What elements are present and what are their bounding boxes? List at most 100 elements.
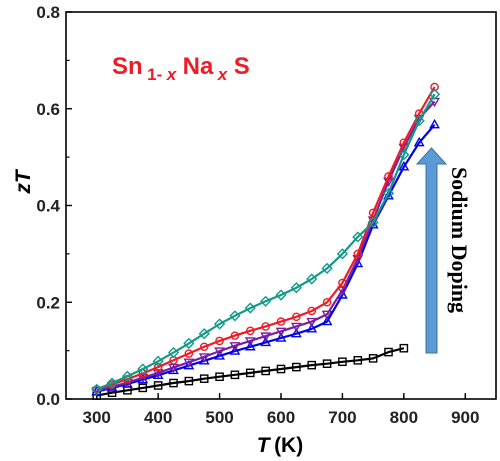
- formula-sn: Sn: [112, 53, 143, 80]
- data-point: [338, 357, 347, 367]
- data-point: [321, 262, 333, 274]
- formula-sub-1minus: 1-: [147, 65, 162, 84]
- data-point: [213, 318, 226, 330]
- data-point: [91, 383, 103, 395]
- data-point: [321, 310, 333, 321]
- x-tick-label: 800: [390, 408, 418, 427]
- data-point: [306, 317, 318, 328]
- data-point: [183, 337, 195, 349]
- data-point: [245, 326, 255, 336]
- data-point: [245, 368, 255, 378]
- data-point: [276, 317, 286, 326]
- data-point: [399, 343, 409, 353]
- data-point: [276, 364, 286, 374]
- data-point: [184, 349, 194, 358]
- data-point: [183, 359, 195, 370]
- doping-arrow-label: Sodium Doping: [447, 167, 472, 313]
- data-point: [368, 208, 378, 218]
- data-point: [275, 327, 287, 338]
- x-tick-label: 400: [144, 408, 172, 427]
- data-point: [244, 302, 256, 314]
- formula-sub-x1: x: [166, 65, 178, 84]
- data-point: [261, 322, 270, 331]
- data-point: [152, 355, 164, 367]
- data-point: [384, 347, 393, 357]
- series-diamond: [91, 88, 441, 395]
- series-line: [96, 100, 436, 392]
- data-point: [292, 312, 301, 322]
- data-point: [290, 282, 302, 294]
- x-axis-ticks: 300 400 500 600 700 800 900: [83, 393, 479, 427]
- formula-label: Sn 1- x Na x S: [112, 53, 250, 84]
- data-point: [261, 366, 270, 376]
- x-tick-label: 600: [267, 408, 295, 427]
- y-axis-ticks: 0.0 0.2 0.4 0.6 0.8: [36, 3, 72, 409]
- data-point: [398, 149, 410, 161]
- data-point: [292, 362, 301, 372]
- data-point: [290, 327, 302, 338]
- data-point: [260, 295, 272, 307]
- data-point: [321, 315, 333, 326]
- data-point: [275, 332, 287, 342]
- data-point: [322, 359, 332, 368]
- x-axis-symbol: T: [257, 434, 272, 457]
- y-tick-label: 0.0: [36, 390, 60, 409]
- series-layer: [91, 82, 441, 400]
- data-point: [413, 136, 425, 147]
- data-point: [260, 336, 272, 347]
- y-tick-label: 0.4: [36, 197, 60, 216]
- formula-na: Na: [183, 53, 214, 80]
- data-point: [368, 354, 378, 363]
- data-point: [352, 231, 364, 243]
- data-point: [399, 138, 409, 147]
- data-point: [244, 337, 256, 347]
- doping-arrow: [415, 147, 448, 354]
- data-point: [184, 376, 194, 386]
- data-point: [307, 360, 317, 370]
- data-point: [198, 328, 210, 340]
- data-point: [428, 88, 441, 100]
- data-point: [229, 342, 241, 352]
- formula-sub-x2: x: [217, 65, 229, 84]
- data-point: [306, 323, 318, 333]
- data-point: [307, 306, 317, 316]
- data-point: [230, 370, 240, 380]
- formula-s: S: [234, 53, 250, 80]
- series-circle: [92, 82, 439, 394]
- series-triangle-down: [91, 97, 440, 397]
- data-point: [336, 248, 349, 260]
- data-point: [153, 362, 163, 372]
- data-point: [429, 118, 440, 129]
- x-tick-label: 300: [83, 408, 111, 427]
- data-point: [382, 187, 395, 199]
- data-point: [215, 336, 224, 346]
- data-point: [353, 249, 363, 259]
- data-point: [183, 358, 195, 369]
- y-tick-label: 0.6: [36, 100, 60, 119]
- series-line: [96, 123, 436, 393]
- x-tick-label: 700: [328, 408, 356, 427]
- data-point: [338, 278, 347, 288]
- y-tick-label: 0.2: [36, 293, 60, 312]
- data-point: [275, 289, 287, 301]
- data-point: [244, 340, 256, 351]
- data-point: [153, 381, 163, 390]
- series-line: [96, 86, 436, 391]
- data-point: [167, 346, 180, 359]
- data-point: [199, 374, 209, 383]
- data-point: [137, 374, 149, 384]
- series-triangle-up: [91, 118, 440, 396]
- data-point: [413, 115, 425, 127]
- data-point: [152, 369, 164, 379]
- data-point: [215, 372, 224, 382]
- data-point: [306, 273, 318, 285]
- data-point: [229, 310, 241, 322]
- data-point: [92, 385, 102, 394]
- x-tick-label: 500: [205, 408, 233, 427]
- data-point: [106, 377, 118, 389]
- data-point: [169, 378, 178, 388]
- data-point: [367, 216, 379, 229]
- data-point: [92, 391, 102, 400]
- data-point: [214, 350, 225, 360]
